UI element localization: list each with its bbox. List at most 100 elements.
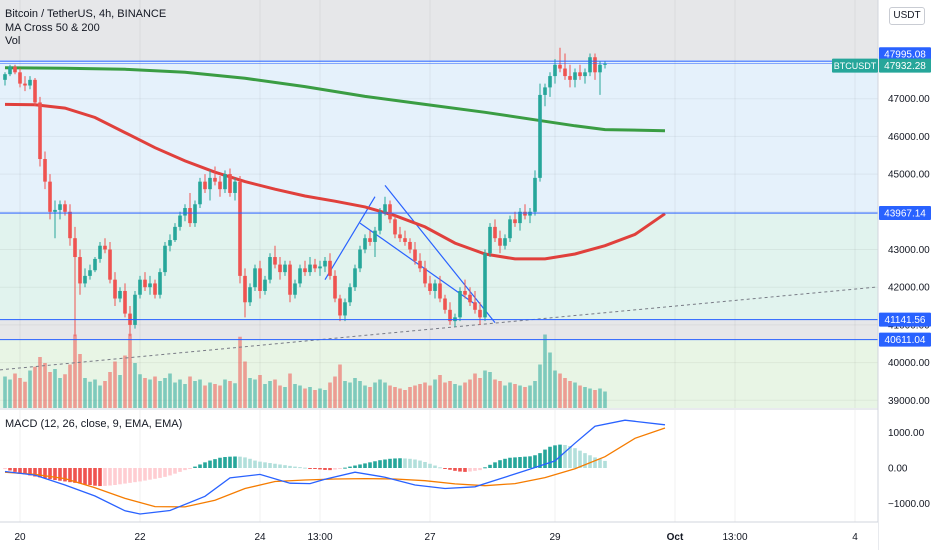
candle-body (493, 226, 497, 239)
volume-bar (358, 381, 362, 408)
candle-body (398, 234, 402, 239)
volume-bar (313, 390, 317, 408)
macd-histogram-bar (303, 467, 307, 469)
volume-bar (43, 363, 47, 408)
volume-bar (288, 373, 292, 408)
macd-histogram-bar (153, 468, 157, 479)
macd-histogram-bar (248, 458, 252, 468)
ma-indicator-label[interactable]: MA Cross 50 & 200 (5, 21, 100, 34)
volume-bar (453, 384, 457, 408)
macd-histogram-bar (328, 468, 332, 471)
candle-body (578, 72, 582, 77)
candle-body (308, 264, 312, 273)
zone-band (0, 319, 878, 340)
macd-histogram-bar (553, 445, 557, 468)
macd-histogram-bar (203, 462, 207, 468)
candle-body (113, 279, 117, 299)
candle-body (563, 68, 567, 77)
volume-bar (178, 379, 182, 408)
volume-bar (38, 357, 42, 408)
candle-body (158, 272, 162, 295)
candle-body (153, 283, 157, 295)
candle-body (533, 177, 537, 212)
volume-bar (203, 385, 207, 408)
volume-bar (333, 376, 337, 408)
volume-bar (363, 385, 367, 408)
macd-histogram-bar (38, 468, 42, 478)
time-tick-label: 4 (852, 532, 858, 543)
volume-bar (323, 390, 327, 408)
volume-bar (413, 385, 417, 408)
zone-middle (0, 213, 878, 320)
macd-histogram-bar (313, 468, 317, 469)
macd-histogram-bar (128, 468, 132, 483)
price-tick-label: 47000.00 (888, 94, 930, 105)
macd-histogram-bar (18, 468, 22, 474)
candle-body (233, 181, 237, 193)
currency-button[interactable]: USDT (889, 7, 925, 25)
macd-histogram-bar (33, 468, 37, 477)
macd-histogram-bar (453, 468, 457, 471)
macd-histogram-bar (263, 462, 267, 468)
volume-bar (528, 385, 532, 408)
symbol-title[interactable]: Bitcoin / TetherUS, 4h, BINANCE (5, 8, 167, 20)
candle-body (253, 268, 257, 288)
candle-body (123, 290, 127, 314)
macd-histogram-bar (433, 465, 437, 468)
macd-histogram-bar (418, 460, 422, 468)
price-tick-label: 42000.00 (888, 283, 930, 294)
macd-histogram-bar (438, 467, 442, 469)
volume-bar (293, 384, 297, 408)
volume-bar (428, 385, 432, 408)
price-tag-label: 41141.56 (885, 315, 926, 326)
candle-body (173, 226, 177, 241)
candle-body (43, 159, 47, 182)
volume-bar (103, 381, 107, 408)
candle-body (403, 238, 407, 242)
candle-body (243, 275, 247, 303)
macd-histogram-bar (478, 468, 482, 471)
macd-legend[interactable]: MACD (12, 26, close, 9, EMA, EMA) (5, 418, 183, 430)
ma50-line (4, 102, 666, 261)
candle-body (603, 63, 607, 65)
candle-body (73, 238, 77, 258)
candle-body (468, 294, 472, 303)
volume-bar (483, 370, 487, 408)
candle-body (438, 283, 442, 299)
macd-histogram-bar (168, 468, 172, 476)
candle-body (188, 208, 192, 224)
macd-histogram-bar (163, 468, 167, 477)
volume-bar (193, 381, 197, 408)
candle-body (283, 264, 287, 273)
candle-body (278, 264, 282, 273)
price-tag (879, 47, 931, 62)
macd-histogram-bar (273, 463, 277, 468)
volume-bar (373, 382, 377, 408)
macd-histogram-bar (333, 468, 337, 470)
volume-bar (328, 382, 332, 408)
macd-histogram-bar (593, 457, 597, 468)
candle-body (273, 257, 277, 265)
volume-bar (478, 378, 482, 408)
macd-histogram-bar (573, 448, 577, 468)
zone-top (0, 0, 878, 60)
candle-body (583, 72, 587, 77)
candle-body (428, 283, 432, 291)
price-tick-label: 39000.00 (888, 396, 930, 407)
candle-body (38, 102, 42, 160)
candle-body (103, 245, 107, 250)
macd-histogram-bar (463, 468, 467, 472)
volume-bar (253, 379, 257, 408)
candle-body (88, 270, 92, 276)
price-tag-label: 43967.14 (884, 209, 926, 220)
volume-bar (568, 381, 572, 408)
candle-body (513, 219, 517, 224)
price-tag-label: 47932.28 (884, 61, 926, 72)
volume-bar (88, 381, 92, 408)
volume-label[interactable]: Vol (5, 35, 21, 47)
candle-body (313, 264, 317, 269)
candle-body (598, 64, 602, 73)
candle-body (553, 64, 557, 77)
